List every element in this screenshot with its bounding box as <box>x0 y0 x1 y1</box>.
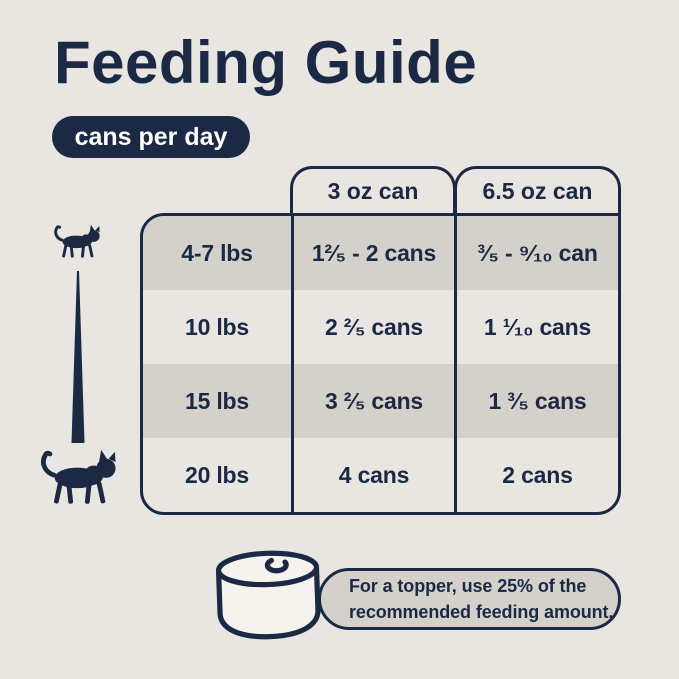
can-65oz-cell: 2 cans <box>454 438 618 512</box>
weight-cell: 15 lbs <box>143 364 291 438</box>
column-header-65oz-can: 6.5 oz can <box>454 166 621 213</box>
weight-cell: 4-7 lbs <box>143 216 291 290</box>
topper-note-line2: recommended feeding amount. <box>349 602 614 622</box>
can-3oz-cell: 2 ²⁄₅ cans <box>291 290 454 364</box>
page-title: Feeding Guide <box>54 29 478 96</box>
weight-cell: 20 lbs <box>184 461 249 488</box>
can-3oz-cell: 4 cans <box>291 438 454 512</box>
feeding-table: 4-7 lbs 1²⁄₅ - 2 cans ³⁄₅ - ⁹⁄₁₀ can 10 … <box>140 213 621 515</box>
cat-food-can-icon <box>212 547 327 646</box>
column-header-3oz-can: 3 oz can <box>290 166 456 213</box>
cat-large-icon <box>39 446 121 507</box>
can-65oz-cell: 1 ¹⁄₁₀ cans <box>454 290 618 364</box>
size-scale-wedge-icon <box>71 271 85 443</box>
weight-cell: 10 lbs <box>184 313 249 340</box>
can-3oz-cell: 3 ²⁄₅ cans <box>291 364 454 438</box>
cans-per-day-badge: cans per day <box>52 116 250 158</box>
can-3oz-cell: 1²⁄₅ - 2 cans <box>291 216 454 290</box>
topper-note-line1: For a topper, use 25% of the <box>349 576 587 596</box>
can-65oz-cell: ³⁄₅ - ⁹⁄₁₀ can <box>454 216 618 290</box>
cat-small-icon <box>53 223 103 259</box>
topper-note: For a topper, use 25% of the recommended… <box>318 568 621 630</box>
can-65oz-cell: 1 ³⁄₅ cans <box>454 364 618 438</box>
